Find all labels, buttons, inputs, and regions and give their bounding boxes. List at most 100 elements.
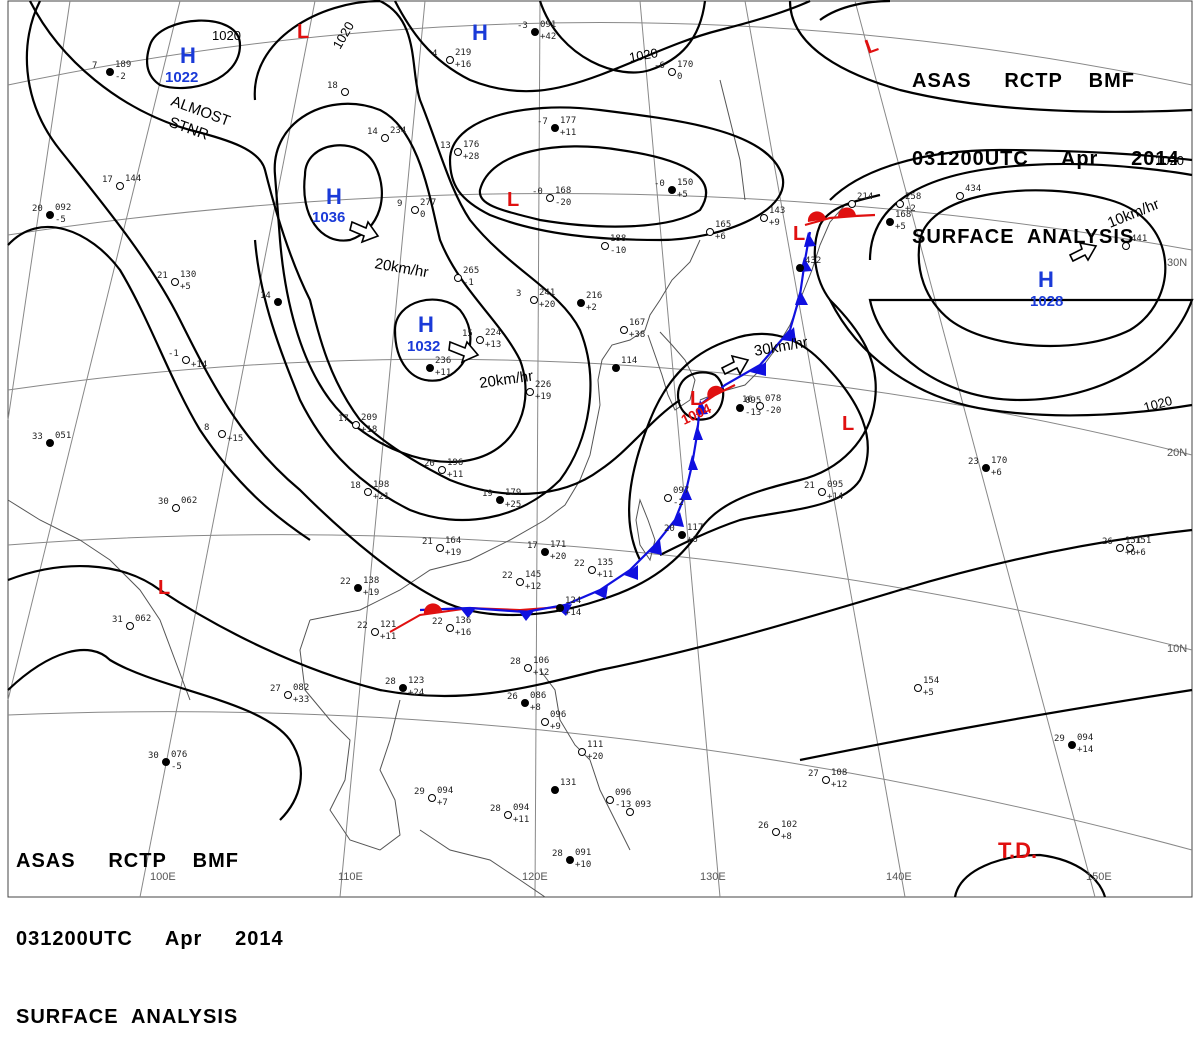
station-tendency: -10 [610,246,626,256]
station-tendency: +13 [485,340,501,350]
high-center-h4: H [472,20,488,45]
station-pressure: 177 [560,116,576,126]
station-tendency: +14 [827,492,843,502]
warm-front-low [699,384,736,406]
station-temperature: 19 [482,489,493,499]
station-pressure: 130 [180,270,196,280]
station-plot: 26 086 +8 [507,691,546,713]
station-plot: 114 [612,356,637,372]
station-plot: -0 150 +5 [654,178,693,200]
station-circle [848,200,856,208]
station-pressure: 219 [455,48,471,58]
station-temperature: 28 [510,657,521,667]
station-pressure: 062 [181,496,197,506]
station-pressure: 094 [1077,733,1093,743]
station-plot: 29 094 +7 [414,786,453,808]
station-pressure: 093 [635,800,651,810]
station-pressure: 095 [745,396,761,406]
high-center-h1: H [180,43,196,68]
station-plot: 441 [1122,234,1147,250]
station-circle [796,264,804,272]
station-pressure: 216 [586,291,602,301]
isobar-west-outer [7,225,311,541]
coast-india [7,499,191,701]
lon-label-130e: 130E [700,871,726,883]
station-temperature: 20 [32,204,43,214]
station-plot: 30 076 -5 [148,750,187,772]
station-tendency: +20 [587,752,603,762]
isobar-1024-west [253,0,592,522]
station-plot: 151 +6 [1126,536,1151,558]
station-tendency: +16 [455,60,471,70]
station-plot: 22 145 +12 [502,570,541,592]
parallel-30n [7,192,1193,251]
header-source-line: ASAS RCTP BMF [16,850,239,872]
station-pressure: 168 [555,186,571,196]
cold-front-barbs [460,232,816,621]
station-plot: 111+20 [578,740,603,762]
station-plot: 18 [327,81,349,96]
lon-label-120e: 120E [522,871,548,883]
station-plot: -1 +14 [168,349,207,370]
station-circle [896,200,904,208]
station-circle [530,296,538,304]
station-circle [526,388,534,396]
station-tendency: +14 [565,608,581,618]
station-pressure: 097 [673,486,689,496]
station-circle [606,796,614,804]
station-circle [436,544,444,552]
header-time-line: 031200UTC Apr 2014 [912,148,1180,170]
cold-front-barb [693,425,703,440]
station-temperature: 3 [516,289,521,299]
station-circle [454,148,462,156]
station-temperature: 22 [432,617,443,627]
station-plot: 22 135 +11 [574,558,613,580]
station-temperature: 28 [385,677,396,687]
station-temperature: -6 [654,61,665,71]
station-pressure: 106 [533,656,549,666]
station-plot: 17 171 +20 [527,540,566,562]
station-tendency: +19 [363,588,379,598]
station-pressure: 224 [485,328,501,338]
station-pressure: 062 [135,614,151,624]
station-plot: 22 121 +11 [357,620,396,642]
station-circle [886,218,894,226]
station-temperature: 16 [742,395,753,405]
station-tendency: +42 [540,32,556,42]
station-tendency: +12 [525,582,541,592]
station-tendency: -20 [765,406,781,416]
station-pressure: 209 [361,413,377,423]
coast-china [309,239,701,621]
station-pressure: 051 [55,431,71,441]
station-tendency: +15 [227,434,243,444]
station-plot: 9 277 0 [397,198,436,220]
station-circle [1068,741,1076,749]
station-tendency: +5 [895,222,906,232]
station-circle [531,28,539,36]
station-circle [411,206,419,214]
station-pressure: 171 [550,540,566,550]
station-plot: 7 189 -2 [92,60,131,82]
coast-taiwan [635,498,656,562]
low-center-l1: L [297,21,309,43]
station-circle [476,336,484,344]
cold-front-barb [782,327,796,342]
station-pressure: 145 [525,570,541,580]
meridian-150e [854,0,1096,898]
station-temperature: 30 [148,751,159,761]
station-pressure: 151 [1135,536,1151,546]
station-plot: 26 151 +6 [1102,536,1141,558]
isobar-label: 1020 [212,28,241,43]
station-pressure: 123 [408,676,424,686]
station-tendency: +14 [1077,745,1093,755]
station-tendency: +12 [533,668,549,678]
isobar-1024-east [868,162,1194,402]
low-center-l4: L [690,388,702,410]
station-pressure: 170 [677,60,693,70]
high-value-h1: 1022 [165,69,198,86]
station-temperature: 20 [664,524,675,534]
station-pressure: 432 [805,256,821,266]
parallels [7,22,1193,851]
station-tendency: +18 [361,425,377,435]
isobar-south-1012 [7,528,1193,698]
